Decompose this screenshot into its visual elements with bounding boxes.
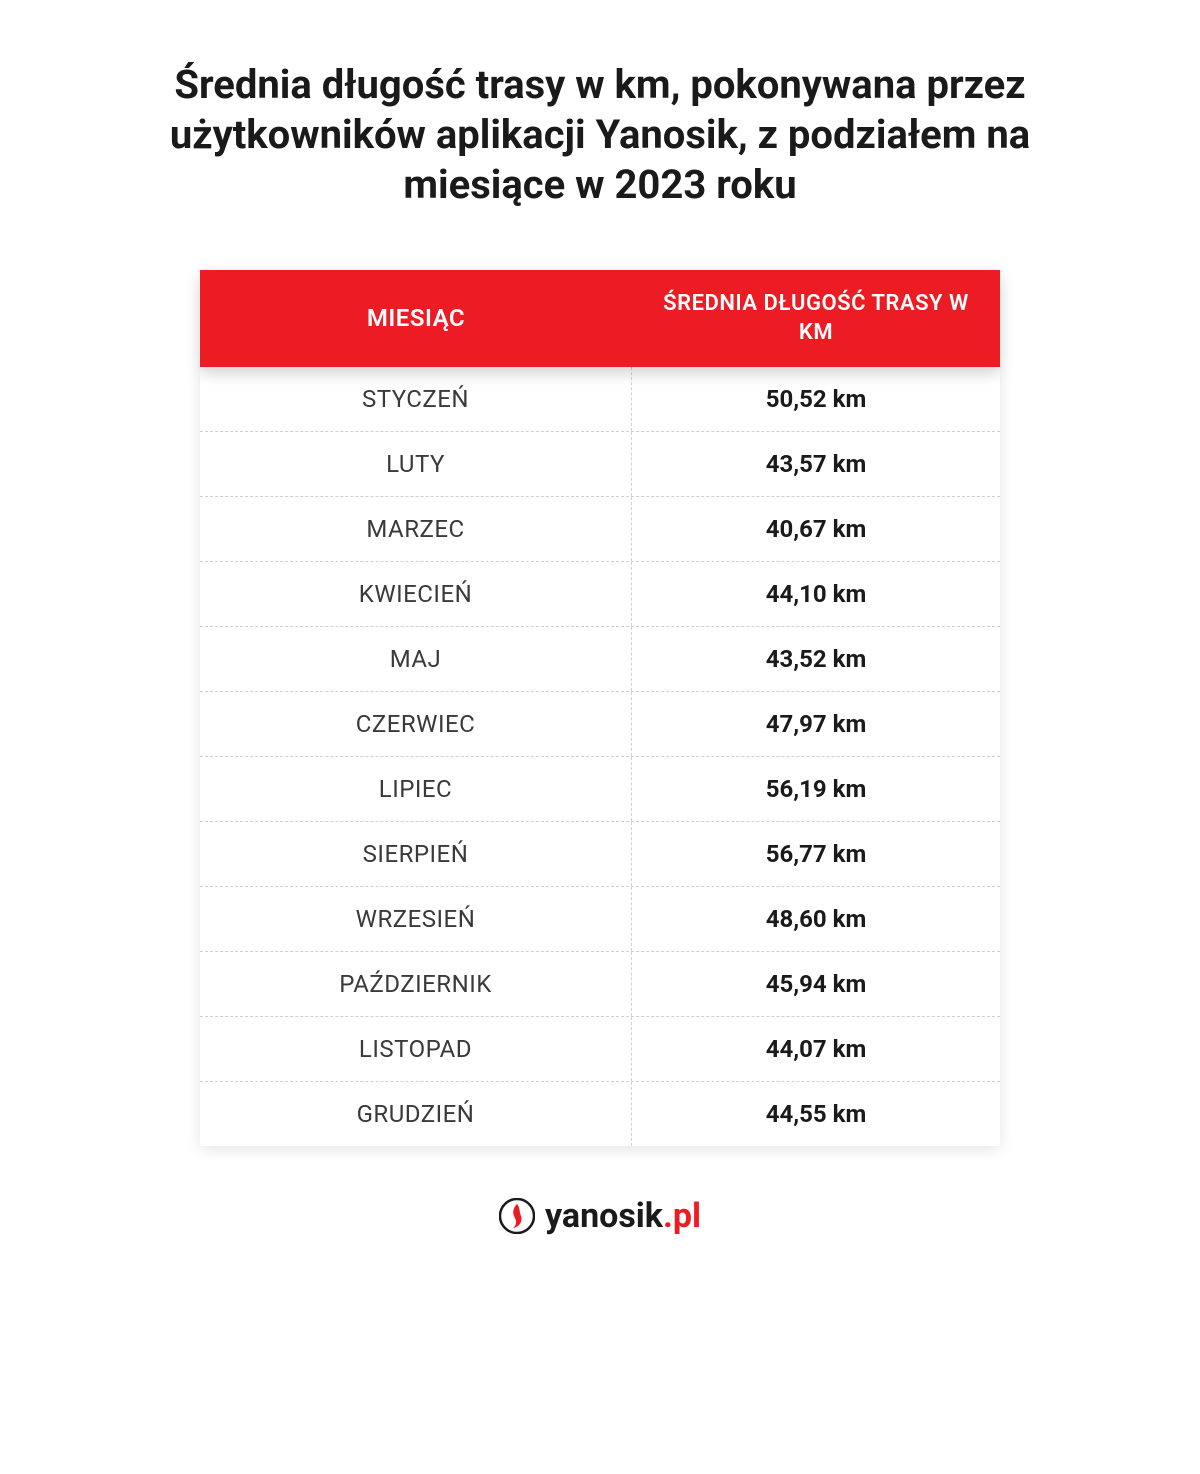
table-row: LIPIEC56,19 km [200,757,1000,822]
cell-value: 47,97 km [632,692,1000,756]
cell-month: GRUDZIEŃ [200,1082,632,1146]
data-table: MIESIĄC ŚREDNIA DŁUGOŚĆ TRASY W KM STYCZ… [200,270,1000,1146]
table-row: LISTOPAD44,07 km [200,1017,1000,1082]
table-row: MAJ43,52 km [200,627,1000,692]
col-header-month: MIESIĄC [200,270,632,367]
cell-value: 50,52 km [632,367,1000,431]
cell-month: PAŹDZIERNIK [200,952,632,1016]
cell-month: LUTY [200,432,632,496]
cell-month: LIPIEC [200,757,632,821]
cell-month: LISTOPAD [200,1017,632,1081]
table-row: STYCZEŃ50,52 km [200,367,1000,432]
cell-value: 40,67 km [632,497,1000,561]
logo-text: yanosik.pl [545,1196,701,1236]
logo-brand-text: yanosik [545,1196,663,1236]
cell-value: 56,77 km [632,822,1000,886]
cell-value: 44,55 km [632,1082,1000,1146]
cell-value: 43,57 km [632,432,1000,496]
cell-value: 44,10 km [632,562,1000,626]
cell-month: KWIECIEŃ [200,562,632,626]
page-title: Średnia długość trasy w km, pokonywana p… [80,60,1120,210]
brand-logo: yanosik.pl [80,1196,1120,1236]
cell-month: MARZEC [200,497,632,561]
table-row: CZERWIEC47,97 km [200,692,1000,757]
table-row: MARZEC40,67 km [200,497,1000,562]
col-header-value: ŚREDNIA DŁUGOŚĆ TRASY W KM [632,270,1000,367]
table-row: SIERPIEŃ56,77 km [200,822,1000,887]
logo-tld-text: .pl [663,1196,701,1236]
table-header: MIESIĄC ŚREDNIA DŁUGOŚĆ TRASY W KM [200,270,1000,367]
table-row: LUTY43,57 km [200,432,1000,497]
cell-value: 56,19 km [632,757,1000,821]
cell-month: STYCZEŃ [200,367,632,431]
table-row: KWIECIEŃ44,10 km [200,562,1000,627]
cell-value: 48,60 km [632,887,1000,951]
cell-value: 45,94 km [632,952,1000,1016]
table-row: GRUDZIEŃ44,55 km [200,1082,1000,1146]
cell-value: 44,07 km [632,1017,1000,1081]
cell-month: SIERPIEŃ [200,822,632,886]
table-row: PAŹDZIERNIK45,94 km [200,952,1000,1017]
cell-month: MAJ [200,627,632,691]
cell-month: WRZESIEŃ [200,887,632,951]
cell-value: 43,52 km [632,627,1000,691]
cell-month: CZERWIEC [200,692,632,756]
logo-mark-icon [499,1198,535,1234]
table-body: STYCZEŃ50,52 kmLUTY43,57 kmMARZEC40,67 k… [200,367,1000,1146]
table-row: WRZESIEŃ48,60 km [200,887,1000,952]
